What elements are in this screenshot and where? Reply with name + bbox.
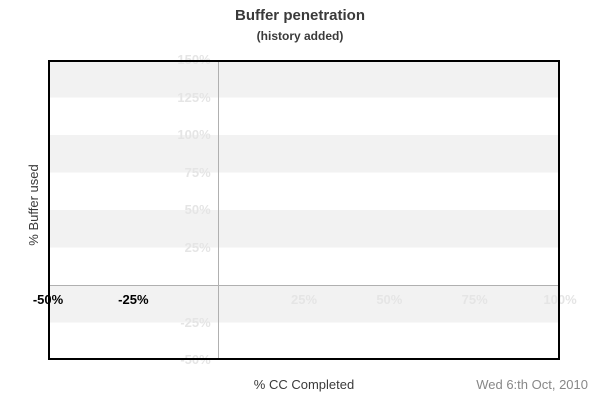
- y-tick-label: 75%: [184, 164, 211, 180]
- y-axis-title: % Buffer used: [26, 164, 41, 246]
- y-zero-gridline: [48, 284, 560, 286]
- y-tick-label: -50%: [180, 352, 211, 367]
- date-label: Wed 6:th Oct, 2010: [476, 377, 588, 392]
- chart-subtitle: (history added): [256, 29, 344, 43]
- y-tick-label: 125%: [177, 89, 211, 105]
- x-tick-label: 100%: [543, 292, 577, 307]
- x-tick-label: 25%: [290, 292, 318, 307]
- y-tick-label: 150%: [177, 52, 211, 67]
- x-tick-label: -25%: [118, 292, 149, 307]
- tick-labels-layer: 150% 125% 100% 75% 50% 25% -25% -50% -50% -25% 25%…: [33, 53, 577, 367]
- x-axis-title: % CC Completed: [253, 377, 355, 392]
- x-zero-gridline: [218, 60, 220, 360]
- x-tick-label: -50%: [32, 292, 64, 307]
- y-tick-label: 100%: [177, 127, 211, 142]
- x-tick-label: 50%: [376, 292, 403, 307]
- x-tick-label: 75%: [461, 292, 488, 307]
- y-tick-label: -25%: [180, 314, 211, 330]
- chart-title: Buffer penetration: [234, 7, 365, 24]
- plot-area: 150% 125% 100% 75% 50% 25% -25% -50% -50% -25% 25%…: [33, 53, 577, 367]
- y-tick-label: 50%: [184, 202, 211, 217]
- y-tick-label: 25%: [184, 239, 211, 255]
